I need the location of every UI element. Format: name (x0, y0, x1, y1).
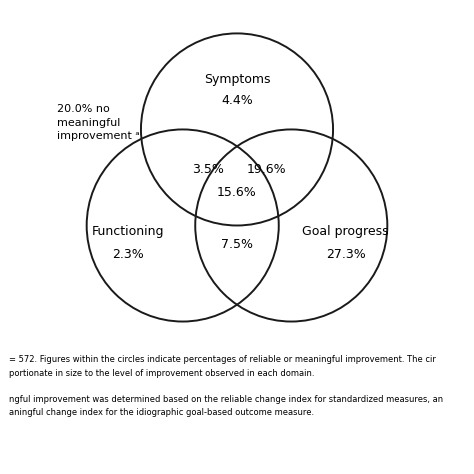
Text: 4.4%: 4.4% (221, 94, 253, 107)
Text: 7.5%: 7.5% (221, 238, 253, 251)
Text: Symptoms: Symptoms (204, 73, 270, 86)
Text: 19.6%: 19.6% (246, 163, 286, 176)
Text: 20.0% no
meaningful
improvement ᵃ: 20.0% no meaningful improvement ᵃ (57, 104, 140, 141)
Text: 27.3%: 27.3% (326, 248, 365, 261)
Text: 15.6%: 15.6% (217, 186, 257, 199)
Text: 2.3%: 2.3% (112, 248, 144, 261)
Text: Goal progress: Goal progress (302, 225, 389, 238)
Text: 3.5%: 3.5% (192, 163, 224, 176)
Text: Functioning: Functioning (92, 225, 164, 238)
Text: = 572. Figures within the circles indicate percentages of reliable or meaningful: = 572. Figures within the circles indica… (9, 356, 444, 417)
